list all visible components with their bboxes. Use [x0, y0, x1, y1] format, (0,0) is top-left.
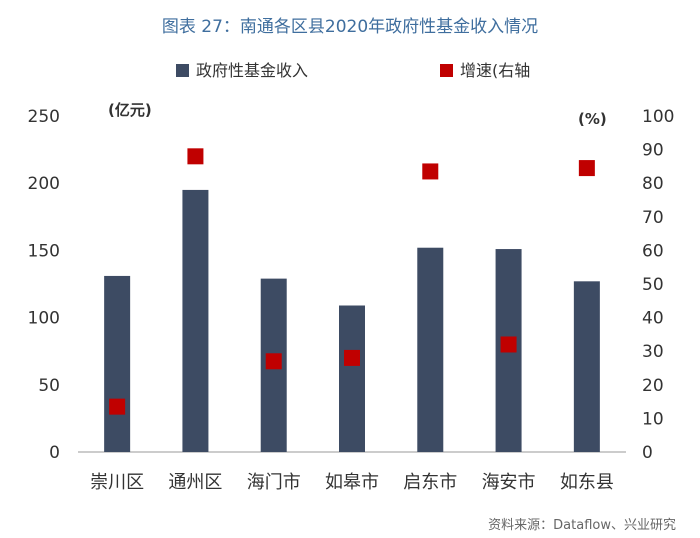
legend-swatch-marker	[440, 64, 453, 77]
y-left-tick-label: 250	[28, 107, 60, 127]
bar	[182, 189, 209, 453]
y-right-tick-label: 10	[642, 409, 664, 429]
source-note: 资料来源：Dataflow、兴业研究	[488, 518, 676, 533]
legend-label-marker: 增速(右轴	[460, 61, 530, 80]
y-right-tick-label: 70	[642, 208, 664, 228]
x-tick-label: 通州区	[168, 472, 222, 493]
y-right-tick-label: 20	[642, 376, 664, 396]
bar	[573, 281, 600, 452]
x-axis: 崇川区 通州区 海门市 如皋市 启东市 海安市 如东县	[90, 472, 614, 493]
y-right-tick-label: 90	[642, 141, 664, 161]
chart-title: 图表 27：南通各区县2020年政府性基金收入情况	[161, 17, 539, 37]
y-right-tick-label: 60	[642, 241, 664, 261]
growth-marker	[578, 160, 595, 177]
y-right-tick-label: 0	[642, 443, 653, 463]
x-tick-label: 海安市	[482, 472, 536, 493]
bar	[417, 247, 444, 452]
y-right-tick-label: 100	[642, 107, 674, 127]
marker-series	[109, 148, 595, 415]
bar	[104, 275, 131, 452]
x-tick-label: 如东县	[560, 472, 614, 493]
y-left-tick-label: 150	[28, 241, 60, 261]
x-tick-label: 海门市	[247, 472, 301, 493]
legend-label-bar: 政府性基金收入	[196, 61, 308, 80]
growth-marker	[344, 349, 360, 366]
right-axis: 0 10 20 30 40 50 60 70 80 90 100	[642, 107, 674, 463]
growth-marker	[500, 336, 517, 353]
y-right-tick-label: 50	[642, 275, 664, 295]
bar	[339, 305, 365, 452]
x-tick-label: 启东市	[403, 472, 457, 493]
legend: 政府性基金收入 增速(右轴	[176, 61, 530, 80]
y-right-tick-label: 30	[642, 342, 664, 362]
growth-marker	[265, 353, 282, 370]
y-left-tick-label: 200	[28, 174, 60, 194]
y-left-tick-label: 100	[28, 309, 60, 329]
left-axis: 0 50 100 150 200 250	[28, 107, 60, 463]
y-left-tick-label: 0	[49, 443, 60, 463]
right-unit-label: (%)	[578, 110, 607, 128]
growth-marker	[422, 163, 439, 180]
legend-swatch-bar	[176, 64, 189, 77]
y-left-tick-label: 50	[38, 376, 60, 396]
y-right-tick-label: 40	[642, 309, 664, 329]
bar-series	[104, 189, 600, 453]
x-tick-label: 崇川区	[90, 472, 144, 493]
x-tick-label: 如皋市	[325, 472, 379, 493]
left-unit-label: (亿元)	[108, 101, 152, 119]
growth-marker	[187, 148, 204, 165]
growth-marker	[109, 398, 126, 415]
y-right-tick-label: 80	[642, 174, 664, 194]
